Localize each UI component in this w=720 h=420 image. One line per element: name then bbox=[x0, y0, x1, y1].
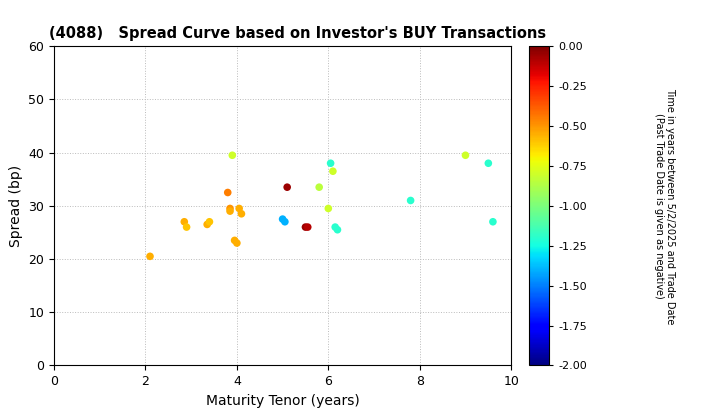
Point bbox=[235, 210, 247, 217]
Point bbox=[227, 152, 238, 159]
Point bbox=[179, 218, 190, 225]
X-axis label: Maturity Tenor (years): Maturity Tenor (years) bbox=[206, 394, 359, 408]
Point bbox=[325, 160, 336, 167]
Point bbox=[487, 218, 499, 225]
Point bbox=[231, 240, 243, 247]
Point bbox=[302, 224, 313, 231]
Text: (4088)   Spread Curve based on Investor's BUY Transactions: (4088) Spread Curve based on Investor's … bbox=[50, 26, 546, 41]
Point bbox=[233, 205, 245, 212]
Point bbox=[224, 205, 235, 212]
Point bbox=[181, 224, 192, 231]
Point bbox=[204, 218, 215, 225]
Y-axis label: Time in years between 5/2/2025 and Trade Date
(Past Trade Date is given as negat: Time in years between 5/2/2025 and Trade… bbox=[654, 88, 675, 324]
Point bbox=[224, 208, 235, 215]
Point bbox=[300, 224, 311, 231]
Point bbox=[279, 218, 291, 225]
Point bbox=[327, 168, 338, 175]
Point bbox=[313, 184, 325, 191]
Point bbox=[282, 184, 293, 191]
Point bbox=[323, 205, 334, 212]
Point bbox=[229, 237, 240, 244]
Point bbox=[330, 224, 341, 231]
Point bbox=[405, 197, 416, 204]
Point bbox=[277, 216, 289, 223]
Point bbox=[144, 253, 156, 260]
Point bbox=[460, 152, 472, 159]
Point bbox=[332, 226, 343, 233]
Y-axis label: Spread (bp): Spread (bp) bbox=[9, 165, 23, 247]
Point bbox=[202, 221, 213, 228]
Point bbox=[222, 189, 233, 196]
Point bbox=[482, 160, 494, 167]
